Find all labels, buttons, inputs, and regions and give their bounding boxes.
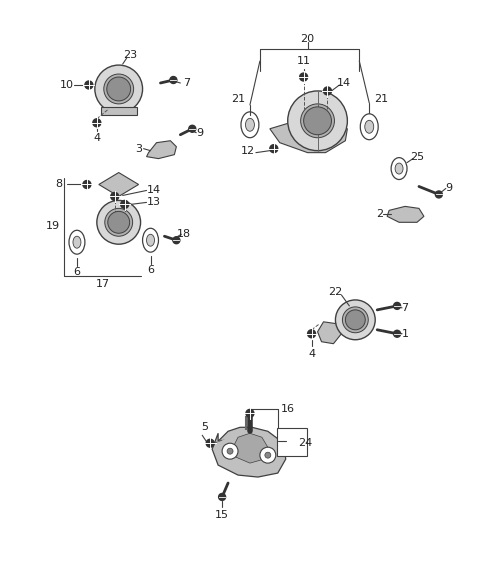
Circle shape [93, 119, 101, 127]
Circle shape [83, 180, 91, 188]
Circle shape [288, 91, 348, 151]
Circle shape [222, 443, 238, 459]
Circle shape [111, 192, 119, 200]
Circle shape [270, 145, 278, 152]
Polygon shape [232, 433, 268, 463]
Circle shape [170, 76, 177, 84]
Circle shape [85, 81, 93, 89]
Ellipse shape [391, 158, 407, 179]
Polygon shape [387, 207, 424, 222]
Text: 23: 23 [123, 50, 138, 60]
Text: 7: 7 [401, 303, 408, 313]
Circle shape [300, 104, 335, 138]
Ellipse shape [395, 163, 403, 174]
Circle shape [206, 439, 214, 447]
Circle shape [97, 200, 141, 244]
Text: 22: 22 [328, 287, 343, 297]
Text: 9: 9 [197, 128, 204, 138]
Circle shape [304, 107, 332, 135]
Text: 8: 8 [56, 179, 62, 189]
Circle shape [227, 448, 233, 454]
FancyBboxPatch shape [277, 428, 307, 456]
Text: 19: 19 [46, 221, 60, 231]
Ellipse shape [143, 228, 158, 252]
Polygon shape [212, 427, 286, 477]
Ellipse shape [73, 236, 81, 248]
Circle shape [173, 237, 180, 244]
Ellipse shape [365, 120, 374, 133]
Circle shape [120, 200, 129, 208]
Text: 7: 7 [183, 78, 190, 88]
Text: 17: 17 [96, 279, 110, 289]
Circle shape [435, 191, 443, 198]
Circle shape [342, 307, 368, 333]
Circle shape [189, 125, 196, 132]
Ellipse shape [69, 230, 85, 254]
Text: 12: 12 [241, 146, 255, 156]
Text: 10: 10 [60, 80, 74, 90]
Text: 5: 5 [201, 422, 208, 432]
Circle shape [95, 65, 143, 113]
Polygon shape [318, 322, 341, 344]
Circle shape [308, 330, 315, 338]
Text: 16: 16 [281, 405, 295, 414]
Polygon shape [270, 117, 348, 152]
Polygon shape [99, 172, 139, 196]
Circle shape [260, 447, 276, 463]
Text: 9: 9 [445, 183, 452, 193]
Ellipse shape [360, 114, 378, 140]
Circle shape [246, 409, 254, 417]
Circle shape [324, 87, 332, 95]
Text: 6: 6 [73, 267, 81, 277]
Text: 6: 6 [147, 265, 154, 275]
Circle shape [108, 211, 130, 233]
Text: 13: 13 [146, 197, 160, 208]
Text: 4: 4 [93, 133, 100, 143]
Text: 4: 4 [308, 349, 315, 358]
Text: 15: 15 [215, 510, 229, 520]
Text: 11: 11 [297, 56, 311, 66]
Circle shape [394, 330, 401, 337]
Circle shape [105, 208, 132, 236]
Text: 25: 25 [410, 151, 424, 162]
Text: 18: 18 [177, 229, 192, 239]
Circle shape [107, 77, 131, 101]
Text: 3: 3 [135, 143, 142, 154]
Circle shape [218, 493, 226, 501]
Text: 21: 21 [231, 94, 245, 104]
Circle shape [394, 302, 401, 310]
Text: 24: 24 [299, 438, 313, 448]
Polygon shape [146, 141, 176, 159]
Ellipse shape [146, 234, 155, 246]
Text: 20: 20 [300, 34, 315, 44]
Text: 2: 2 [376, 209, 383, 219]
Polygon shape [101, 107, 137, 115]
Ellipse shape [241, 112, 259, 138]
Circle shape [346, 310, 365, 330]
Text: 14: 14 [146, 185, 161, 196]
Text: 1: 1 [402, 329, 408, 339]
Text: 14: 14 [336, 78, 350, 88]
Text: 21: 21 [374, 94, 388, 104]
Circle shape [265, 452, 271, 458]
Ellipse shape [245, 118, 254, 131]
Circle shape [104, 74, 133, 104]
Circle shape [300, 73, 308, 81]
Circle shape [336, 300, 375, 340]
